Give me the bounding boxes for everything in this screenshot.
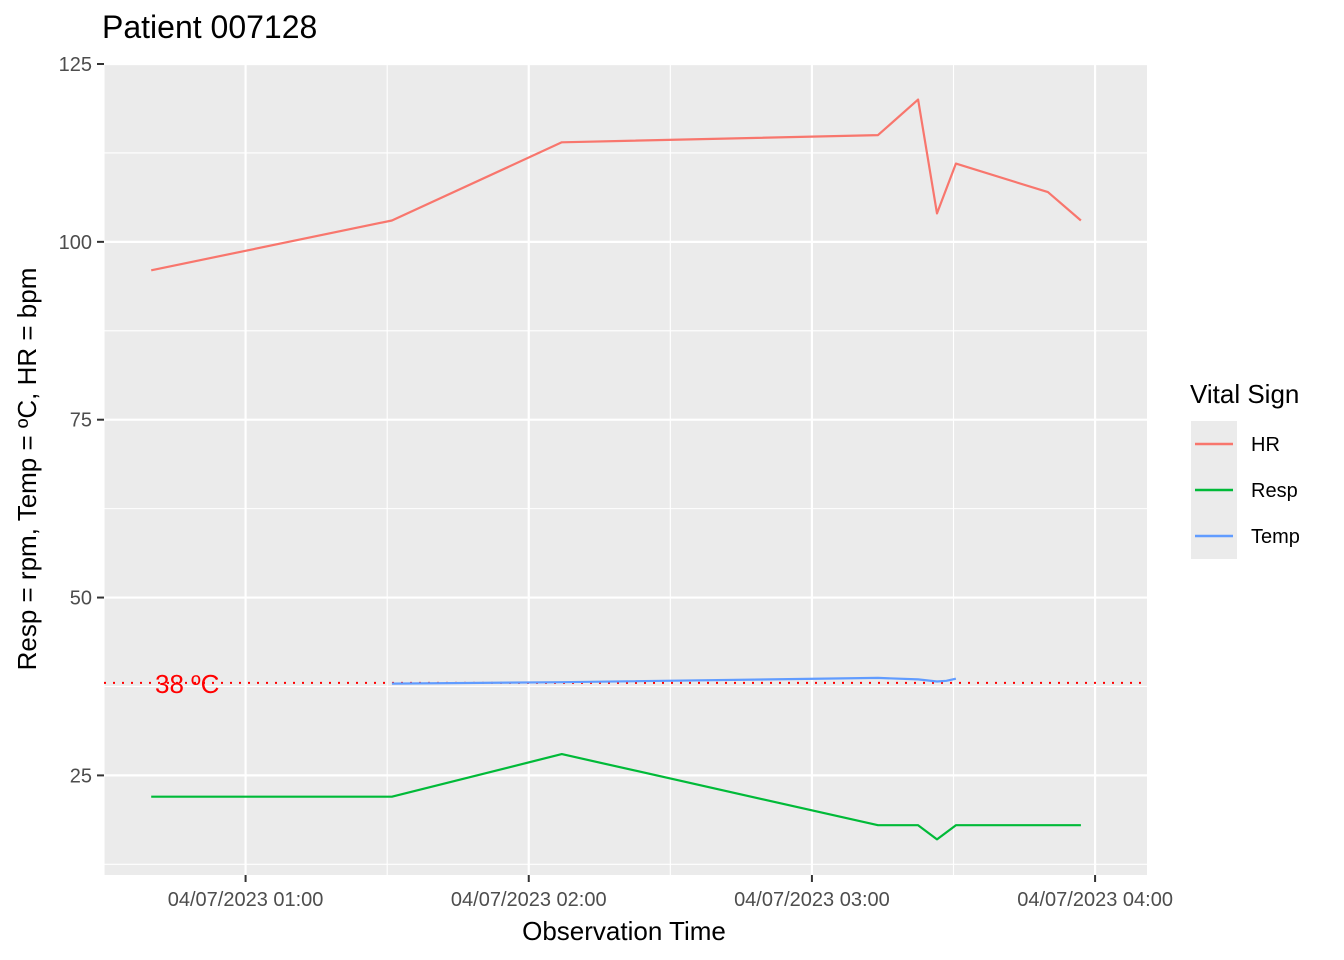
legend-title: Vital Sign <box>1190 379 1299 409</box>
x-tick-label: 04/07/2023 01:00 <box>168 889 324 911</box>
legend-label: Resp <box>1251 480 1298 502</box>
y-tick-label: 125 <box>59 54 92 76</box>
x-tick-label: 04/07/2023 03:00 <box>734 889 890 911</box>
x-tick-label: 04/07/2023 04:00 <box>1017 889 1173 911</box>
series-line-temp <box>391 676 957 685</box>
series-group <box>150 98 1082 841</box>
plot-panel <box>104 64 1147 875</box>
grid-major <box>104 62 1147 875</box>
reference-line-group: 38 ºC <box>104 669 1147 699</box>
y-axis: 25 50 75 100 125 <box>59 54 104 787</box>
y-axis-label: Resp = rpm, Temp = ºC, HR = bpm <box>12 268 42 671</box>
y-tick-label: 25 <box>70 765 92 787</box>
x-tick-label: 04/07/2023 02:00 <box>451 889 607 911</box>
chart-title: Patient 007128 <box>102 9 317 45</box>
x-axis-label: Observation Time <box>522 916 726 946</box>
y-tick-label: 100 <box>59 232 92 254</box>
y-tick-label: 50 <box>70 588 92 610</box>
legend-label: Temp <box>1251 526 1300 548</box>
series-line-hr <box>150 98 1082 272</box>
legend-label: HR <box>1251 434 1280 456</box>
series-line-resp <box>151 753 1081 841</box>
x-axis: 04/07/2023 01:00 04/07/2023 02:00 04/07/20… <box>168 875 1173 911</box>
legend: Vital Sign HR Resp Temp <box>1190 379 1300 559</box>
y-tick-label: 75 <box>70 410 92 432</box>
reference-line-label: 38 ºC <box>155 669 219 699</box>
grid-minor <box>103 64 1147 875</box>
